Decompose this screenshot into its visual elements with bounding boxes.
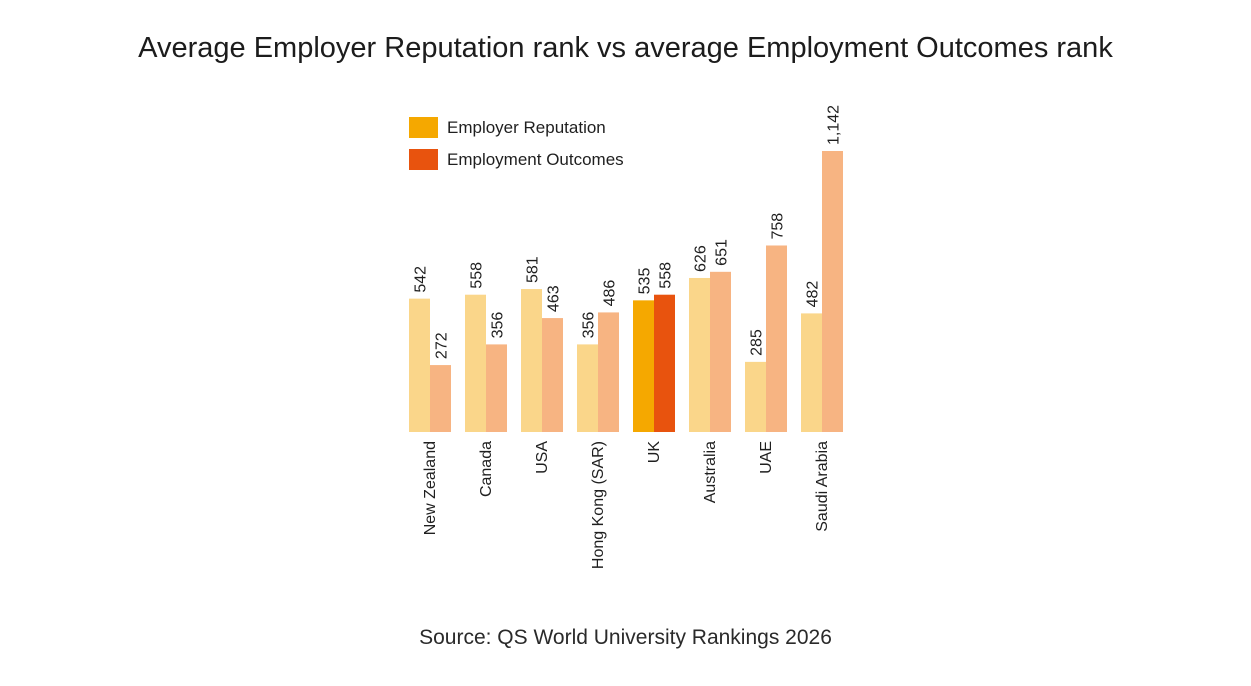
bar-uae-employer-reputation [745, 361, 766, 432]
category-labels-group: New Zealand Canada USA Hong Kong (SAR) UK Aus… [422, 441, 831, 569]
bar-hong-kong-sar-employer-reputation [577, 344, 598, 432]
legend: Employer Reputation Employment Outcomes [409, 117, 624, 170]
category-label-hong-kong-sar: Hong Kong (SAR) [590, 441, 607, 569]
category-label-usa: USA [534, 441, 551, 474]
value-label-australia-employer-reputation: 626 [693, 245, 710, 272]
category-label-uk: UK [646, 441, 663, 464]
value-label-canada-employer-reputation: 558 [469, 262, 486, 289]
bar-usa-employer-reputation [521, 289, 542, 432]
bar-canada-employer-reputation [465, 294, 486, 432]
bar-uk-employment-outcomes [654, 294, 675, 432]
bar-uae-employment-outcomes [766, 245, 787, 432]
value-label-canada-employment-outcomes: 356 [490, 312, 507, 339]
value-label-uae-employer-reputation: 285 [749, 329, 766, 356]
bar-new-zealand-employment-outcomes [430, 365, 451, 432]
value-label-saudi-arabia-employment-outcomes: 1,142 [826, 105, 843, 145]
bar-australia-employment-outcomes [710, 271, 731, 432]
value-label-usa-employer-reputation: 581 [525, 256, 542, 283]
category-label-australia: Australia [702, 441, 719, 503]
bar-new-zealand-employer-reputation [409, 298, 430, 432]
bar-uk-employer-reputation [633, 300, 654, 432]
bars-group [409, 151, 843, 432]
bar-canada-employment-outcomes [486, 344, 507, 432]
bar-saudi-arabia-employer-reputation [801, 313, 822, 432]
legend-swatch-employment-outcomes [409, 149, 438, 170]
category-label-saudi-arabia: Saudi Arabia [814, 441, 831, 532]
category-label-canada: Canada [478, 441, 495, 497]
bar-hong-kong-sar-employment-outcomes [598, 312, 619, 432]
category-label-uae: UAE [758, 441, 775, 474]
bar-saudi-arabia-employment-outcomes [822, 151, 843, 432]
value-label-new-zealand-employment-outcomes: 272 [434, 332, 451, 359]
chart-title: Average Employer Reputation rank vs aver… [138, 32, 1113, 64]
value-label-usa-employment-outcomes: 463 [546, 285, 563, 312]
value-label-uk-employer-reputation: 535 [637, 268, 654, 295]
value-label-uk-employment-outcomes: 558 [658, 262, 675, 289]
value-label-uae-employment-outcomes: 758 [770, 213, 787, 240]
value-label-hong-kong-sar-employer-reputation: 356 [581, 312, 598, 339]
legend-label-employer-reputation: Employer Reputation [447, 118, 606, 137]
value-label-australia-employment-outcomes: 651 [714, 239, 731, 266]
category-label-new-zealand: New Zealand [422, 441, 439, 535]
source-note: Source: QS World University Rankings 202… [419, 626, 832, 649]
value-label-saudi-arabia-employer-reputation: 482 [805, 281, 822, 308]
value-label-hong-kong-sar-employment-outcomes: 486 [602, 280, 619, 307]
bar-australia-employer-reputation [689, 277, 710, 432]
value-label-new-zealand-employer-reputation: 542 [413, 266, 430, 293]
bar-usa-employment-outcomes [542, 318, 563, 432]
legend-label-employment-outcomes: Employment Outcomes [447, 150, 624, 169]
legend-swatch-employer-reputation [409, 117, 438, 138]
